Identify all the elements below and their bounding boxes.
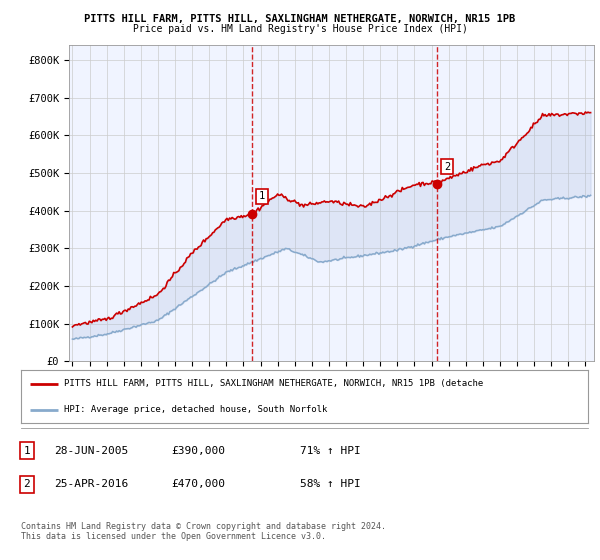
Text: 58% ↑ HPI: 58% ↑ HPI <box>300 479 361 489</box>
Text: 1: 1 <box>259 191 265 201</box>
Text: 2: 2 <box>444 162 450 172</box>
Text: £470,000: £470,000 <box>171 479 225 489</box>
Text: Contains HM Land Registry data © Crown copyright and database right 2024.
This d: Contains HM Land Registry data © Crown c… <box>21 522 386 542</box>
Text: 25-APR-2016: 25-APR-2016 <box>54 479 128 489</box>
Text: 1: 1 <box>23 446 31 456</box>
Text: Price paid vs. HM Land Registry's House Price Index (HPI): Price paid vs. HM Land Registry's House … <box>133 24 467 34</box>
Text: 71% ↑ HPI: 71% ↑ HPI <box>300 446 361 456</box>
Text: 2: 2 <box>23 479 31 489</box>
Text: PITTS HILL FARM, PITTS HILL, SAXLINGHAM NETHERGATE, NORWICH, NR15 1PB (detache: PITTS HILL FARM, PITTS HILL, SAXLINGHAM … <box>64 380 483 389</box>
Text: £390,000: £390,000 <box>171 446 225 456</box>
Text: HPI: Average price, detached house, South Norfolk: HPI: Average price, detached house, Sout… <box>64 405 327 414</box>
Text: PITTS HILL FARM, PITTS HILL, SAXLINGHAM NETHERGATE, NORWICH, NR15 1PB: PITTS HILL FARM, PITTS HILL, SAXLINGHAM … <box>85 14 515 24</box>
Text: 28-JUN-2005: 28-JUN-2005 <box>54 446 128 456</box>
